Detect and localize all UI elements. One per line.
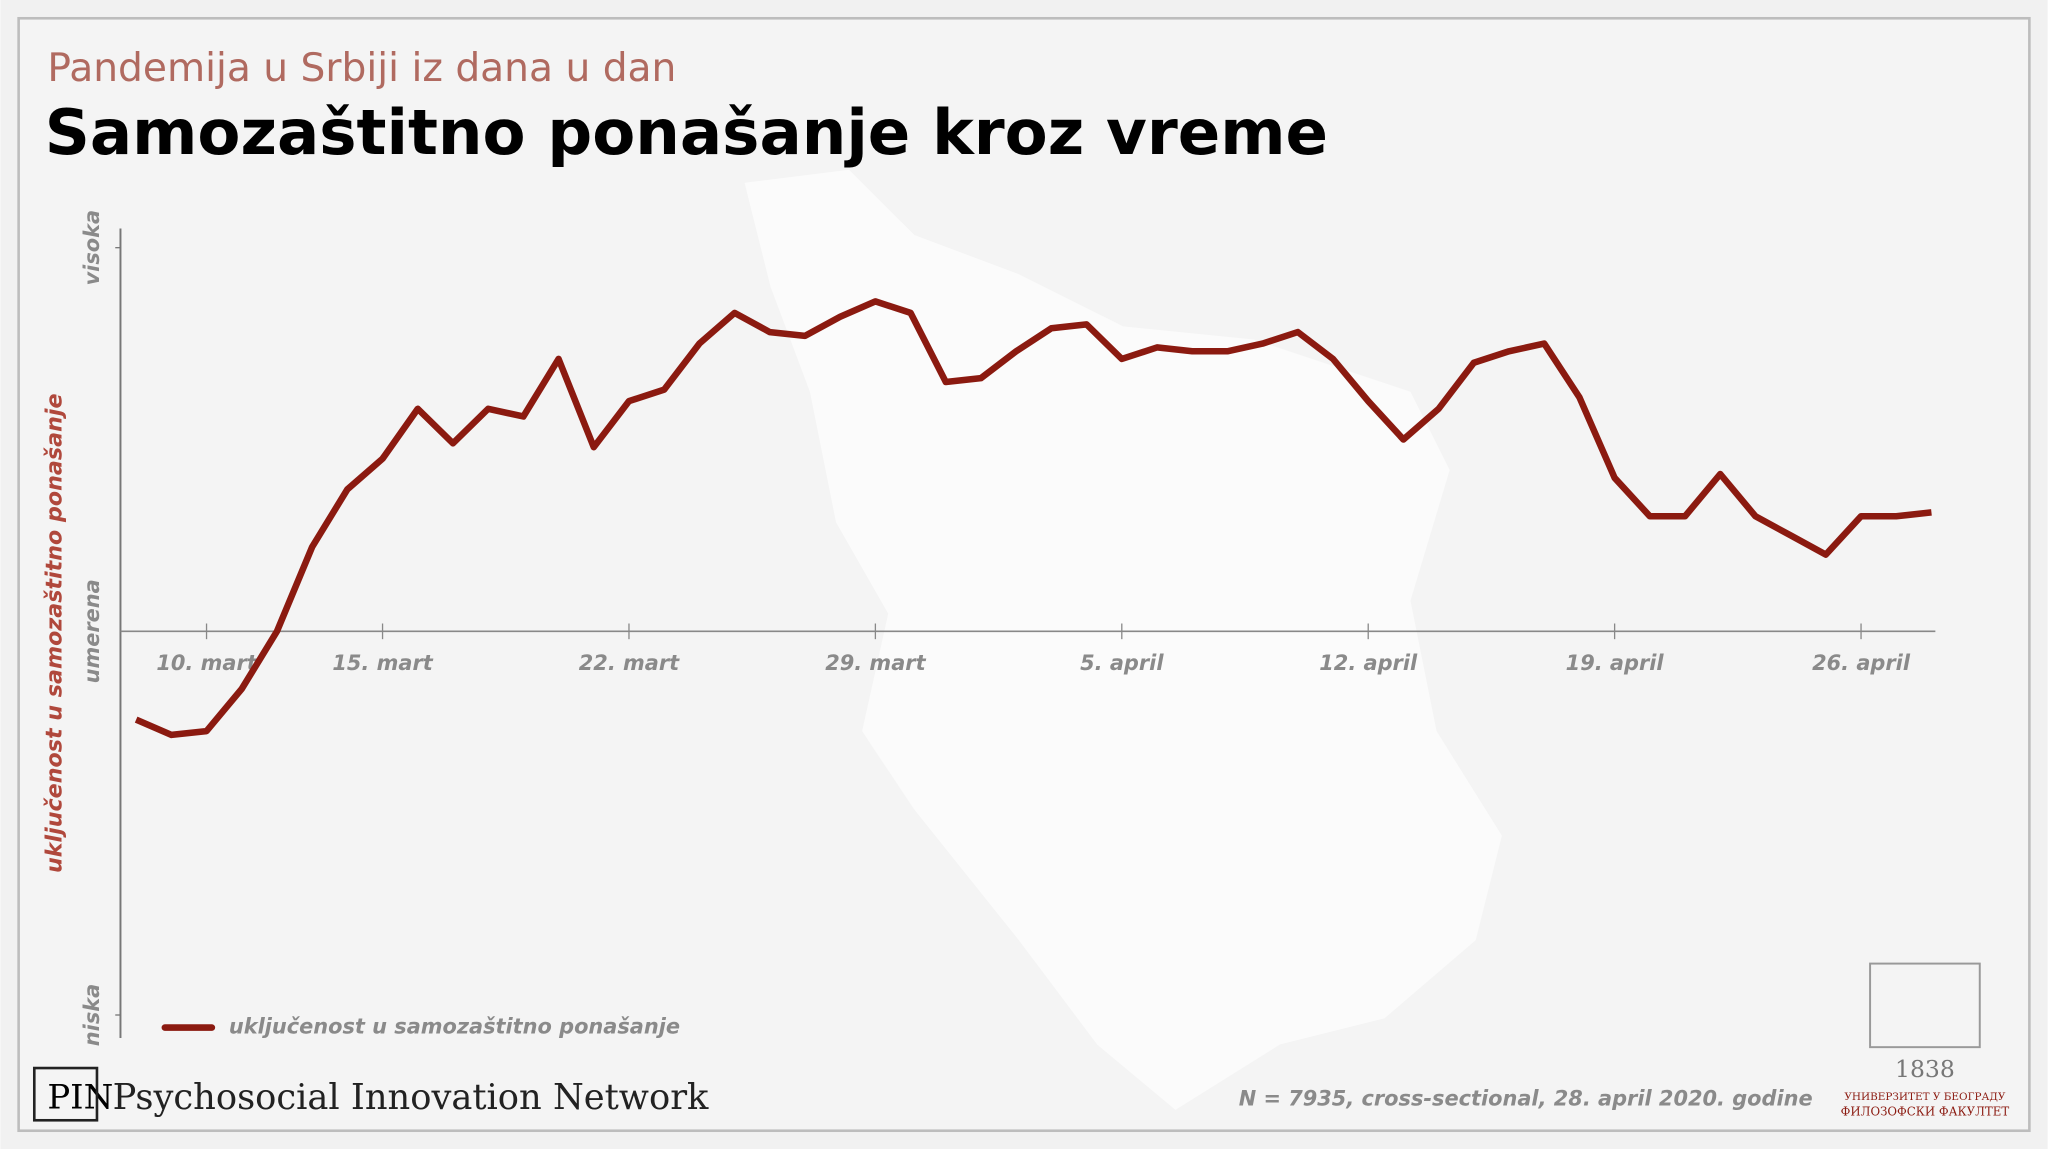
brand-name: Psychosocial Innovation Network bbox=[113, 1077, 709, 1118]
x-tick-label: 15. mart bbox=[332, 651, 433, 675]
chart-title: Samozaštitno ponašanje kroz vreme bbox=[45, 96, 1328, 169]
university-name: УНИВЕРЗИТЕТ У БЕОГРАДУ bbox=[1844, 1091, 2006, 1103]
university-logo bbox=[1869, 962, 1981, 1049]
x-tick-label: 26. april bbox=[1812, 651, 1911, 675]
brand-mark: PIN bbox=[47, 1077, 113, 1117]
line-series bbox=[134, 298, 1932, 739]
x-tick-label: 29. mart bbox=[825, 651, 926, 675]
x-tick-label: 19. april bbox=[1566, 651, 1665, 675]
y-axis-title: uključenost u samozaštitno ponašanje bbox=[42, 393, 68, 873]
legend-label: uključenost u samozaštitno ponašanje bbox=[229, 1015, 680, 1039]
x-tick-label: 10. mart bbox=[156, 651, 257, 675]
y-tick-label: visoka bbox=[80, 210, 104, 285]
x-tick-label: 22. mart bbox=[579, 651, 680, 675]
x-tick-label: 12. april bbox=[1319, 651, 1418, 675]
map-silhouette bbox=[744, 169, 1502, 1110]
y-tick-label: umerena bbox=[80, 579, 104, 683]
x-tick-label: 5. april bbox=[1080, 651, 1164, 675]
faculty-name: ФИЛОЗОФСКИ ФАКУЛТЕТ bbox=[1841, 1104, 2010, 1118]
subtitle: Pandemija u Srbiji iz dana u dan bbox=[47, 46, 676, 91]
footnote: N = 7935, cross-sectional, 28. april 202… bbox=[1239, 1086, 1813, 1110]
brand-box bbox=[32, 1066, 99, 1122]
y-tick-label: niska bbox=[80, 984, 104, 1046]
university-year: 1838 bbox=[1895, 1055, 1955, 1083]
